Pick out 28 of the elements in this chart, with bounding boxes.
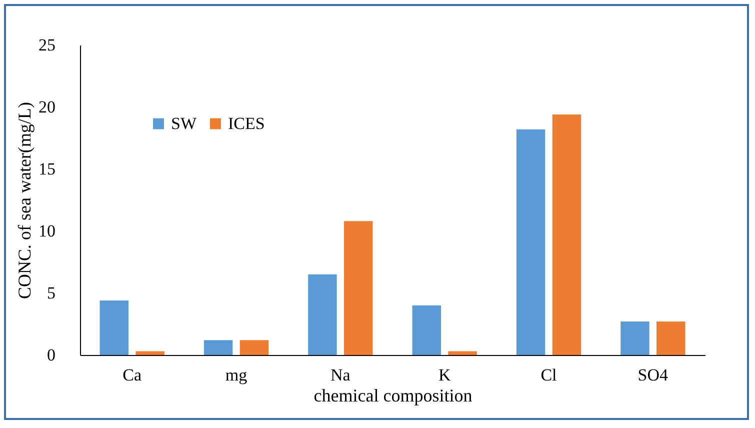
legend-label: ICES [228,114,265,133]
y-tick-label: 5 [47,284,56,302]
x-tick-label: SO4 [638,366,669,384]
x-tick-label: K [438,366,452,384]
y-tick-label: 15 [38,160,56,178]
x-axis-title: chemical composition [314,386,472,406]
bar [136,351,164,355]
bar [344,221,373,355]
bar [240,340,269,355]
y-axis-title: CONC. of sea water(mg/L) [14,102,34,299]
y-tick-label: 20 [38,98,56,116]
bar [448,351,477,355]
x-tick-label: mg [225,366,248,384]
y-tick-label: 10 [38,222,56,240]
bar [308,274,337,355]
bar [552,114,582,355]
bar [204,340,233,355]
bar [412,305,441,355]
bar [100,300,128,355]
bar [516,129,546,355]
legend-label: SW [171,114,198,133]
x-tick-label: Ca [122,366,142,384]
y-tick-label: 0 [47,346,56,364]
y-tick-label: 25 [38,36,56,54]
x-tick-label: Cl [540,366,558,384]
bar [620,322,650,355]
bar [656,322,686,355]
x-tick-label: Na [330,366,351,384]
